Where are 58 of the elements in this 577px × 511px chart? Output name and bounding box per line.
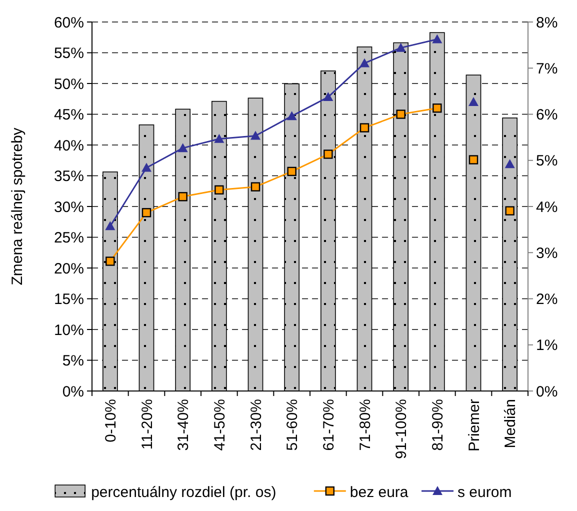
point — [360, 58, 370, 68]
point — [250, 130, 260, 140]
point — [286, 111, 297, 120]
y-tick-label: 55% — [54, 45, 84, 62]
y2-tick-label: 0% — [536, 383, 558, 400]
y2-tick-label: 1% — [536, 337, 558, 354]
legend-label: s eurom — [458, 484, 512, 501]
x-tick-label: 61-70% — [320, 399, 338, 451]
point — [142, 162, 152, 172]
point — [432, 34, 442, 44]
point — [106, 256, 115, 266]
y2-tick-label: 4% — [536, 198, 558, 216]
point — [432, 104, 442, 113]
y2-tick-label: 6% — [536, 106, 558, 124]
point — [214, 134, 224, 143]
y-tick-label: 30% — [54, 198, 84, 216]
point — [250, 182, 260, 192]
x-tick-label: 81-90% — [429, 399, 446, 451]
x-tick-label: 0-10% — [102, 399, 120, 442]
y2-tick-label: 3% — [536, 244, 558, 262]
y-tick-label: 25% — [54, 230, 84, 246]
y-tick-label: 5% — [62, 352, 84, 370]
x-tick-label: 21-30% — [248, 399, 265, 451]
y-tick-label: 40% — [54, 137, 84, 154]
y-tick-label: 15% — [54, 291, 84, 308]
point — [396, 110, 406, 119]
point — [142, 208, 152, 218]
x-tick-label: Medián — [502, 399, 520, 448]
x-tick-label: 71-80% — [356, 399, 374, 451]
point — [178, 192, 188, 202]
x-tick-label: 51-60% — [284, 399, 302, 451]
x-tick-label: 31-40% — [175, 399, 192, 451]
y-tick-label: 20% — [54, 260, 84, 278]
point — [287, 166, 296, 176]
y-tick-label: 60% — [54, 14, 84, 32]
legend-label: percentuálny rozdiel (pr. os) — [91, 484, 276, 501]
y-axis-title: Zmena reálnej spotreby — [9, 127, 26, 286]
point — [324, 150, 333, 159]
y-tick-label: 0% — [62, 383, 84, 400]
point — [360, 123, 370, 132]
x-tick-label: 91-100% — [393, 399, 410, 460]
y-tick-label: 35% — [54, 168, 84, 185]
legend-label: bez eura — [350, 484, 409, 501]
y-tick-label: 10% — [54, 322, 84, 339]
y2-tick-label: 5% — [536, 152, 558, 170]
x-tick-label: 11-20% — [138, 399, 156, 450]
y-tick-label: 50% — [54, 76, 84, 93]
x-tick-label: Priemer — [466, 399, 483, 452]
y2-tick-label: 7% — [536, 60, 558, 78]
y2-tick-label: 2% — [536, 291, 558, 308]
y2-tick-label: 8% — [536, 14, 558, 32]
x-tick-label: 41-50% — [211, 399, 228, 451]
point — [105, 221, 116, 230]
point — [214, 185, 224, 194]
point — [323, 92, 334, 102]
point — [396, 42, 406, 52]
point — [178, 143, 188, 152]
y-tick-label: 45% — [54, 106, 84, 124]
